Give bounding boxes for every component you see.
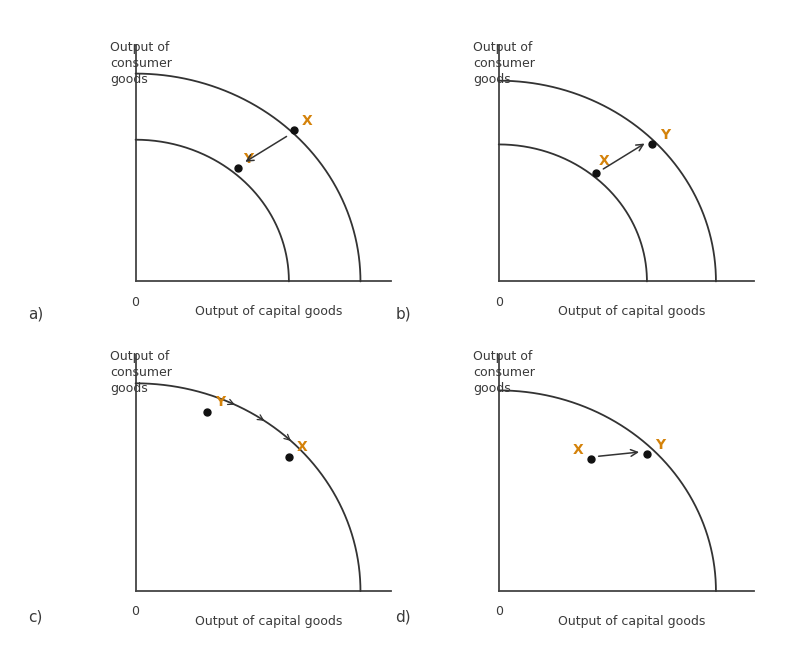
Text: X: X bbox=[573, 443, 583, 457]
Text: a): a) bbox=[28, 306, 44, 322]
Text: Output of capital goods: Output of capital goods bbox=[194, 305, 342, 318]
Text: Output of
consumer
goods: Output of consumer goods bbox=[110, 351, 172, 395]
Text: Y: Y bbox=[243, 152, 253, 165]
Text: 0: 0 bbox=[132, 295, 140, 308]
Text: Y: Y bbox=[660, 128, 670, 142]
Text: Output of capital goods: Output of capital goods bbox=[558, 305, 705, 318]
Text: Y: Y bbox=[215, 395, 225, 409]
Text: X: X bbox=[302, 114, 312, 128]
Text: Output of capital goods: Output of capital goods bbox=[558, 615, 705, 628]
Text: X: X bbox=[598, 154, 609, 168]
Text: 0: 0 bbox=[495, 295, 503, 308]
Text: 0: 0 bbox=[132, 605, 140, 618]
Text: b): b) bbox=[395, 306, 411, 322]
Text: Output of
consumer
goods: Output of consumer goods bbox=[473, 41, 535, 86]
Text: Output of
consumer
goods: Output of consumer goods bbox=[110, 41, 172, 86]
Text: X: X bbox=[297, 440, 307, 454]
Text: 0: 0 bbox=[495, 605, 503, 618]
Text: Output of
consumer
goods: Output of consumer goods bbox=[473, 351, 535, 395]
Text: Y: Y bbox=[654, 438, 665, 452]
Text: Output of capital goods: Output of capital goods bbox=[194, 615, 342, 628]
Text: d): d) bbox=[395, 610, 411, 625]
Text: c): c) bbox=[28, 610, 43, 625]
